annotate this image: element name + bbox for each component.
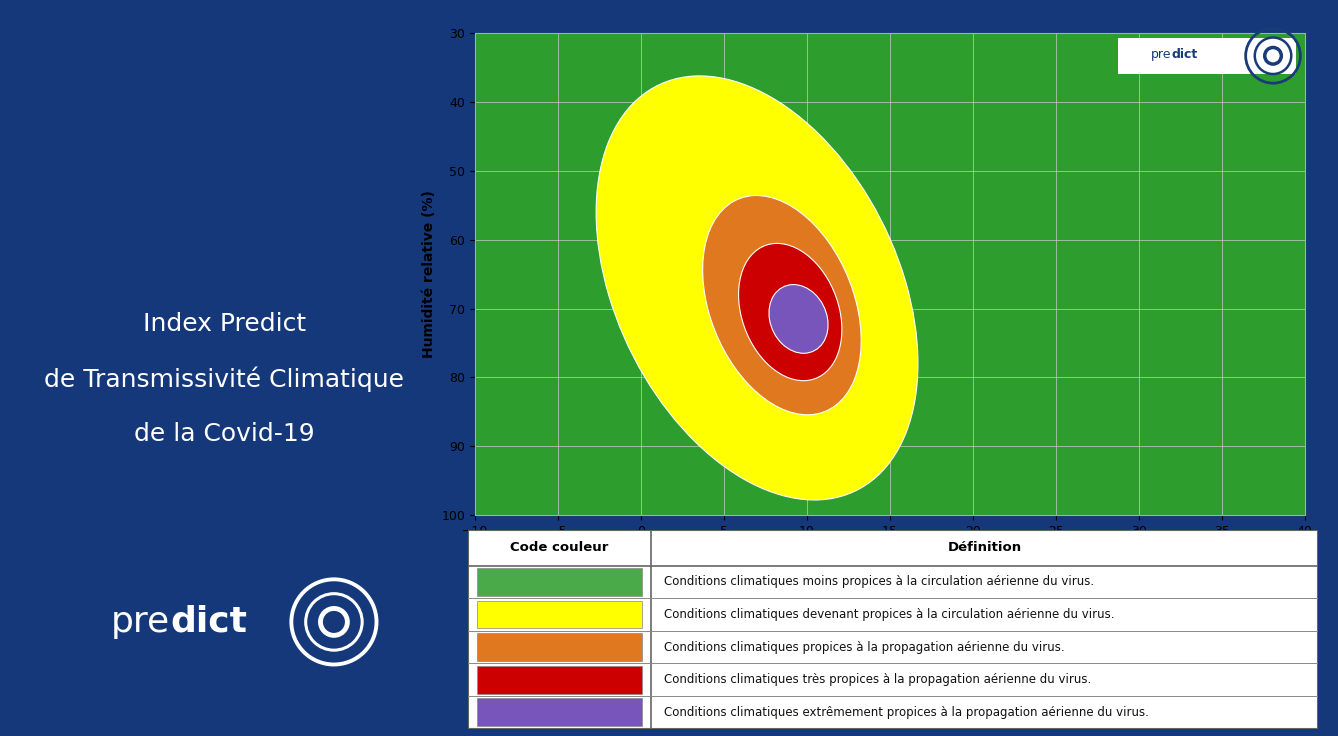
FancyBboxPatch shape: [476, 666, 642, 693]
Y-axis label: Humidité relative (%): Humidité relative (%): [421, 190, 436, 358]
Text: Définition: Définition: [947, 541, 1021, 554]
Ellipse shape: [769, 285, 828, 353]
Text: Conditions climatiques très propices à la propagation aérienne du virus.: Conditions climatiques très propices à l…: [664, 673, 1090, 686]
FancyBboxPatch shape: [468, 530, 1318, 729]
Text: Conditions climatiques extrêmement propices à la propagation aérienne du virus.: Conditions climatiques extrêmement propi…: [664, 706, 1148, 719]
FancyBboxPatch shape: [1117, 38, 1297, 74]
Text: pre: pre: [111, 605, 170, 639]
Text: Conditions climatiques devenant propices à la circulation aérienne du virus.: Conditions climatiques devenant propices…: [664, 608, 1115, 621]
Text: de la Covid-19: de la Covid-19: [134, 422, 314, 446]
Text: pre: pre: [1151, 49, 1172, 61]
Text: dict: dict: [170, 605, 248, 639]
FancyBboxPatch shape: [476, 633, 642, 661]
Ellipse shape: [739, 244, 842, 381]
Ellipse shape: [597, 76, 918, 500]
X-axis label: Température (°C): Température (°C): [823, 546, 957, 561]
Text: Conditions climatiques moins propices à la circulation aérienne du virus.: Conditions climatiques moins propices à …: [664, 576, 1094, 589]
Text: Code couleur: Code couleur: [511, 541, 609, 554]
Text: dict: dict: [1172, 49, 1198, 61]
Text: Index Predict: Index Predict: [143, 312, 305, 336]
FancyBboxPatch shape: [476, 698, 642, 726]
Text: de Transmissivité Climatique: de Transmissivité Climatique: [44, 367, 404, 392]
FancyBboxPatch shape: [476, 568, 642, 596]
Ellipse shape: [702, 196, 862, 415]
Text: Conditions climatiques propices à la propagation aérienne du virus.: Conditions climatiques propices à la pro…: [664, 640, 1064, 654]
FancyBboxPatch shape: [476, 601, 642, 629]
